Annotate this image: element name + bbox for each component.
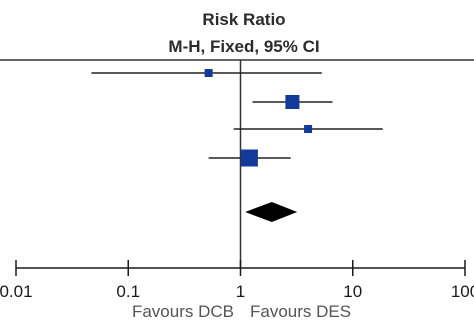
x-tick-label: 0.01 <box>0 282 33 301</box>
x-axis-ticks: 0.01 0.1 1 10 100 <box>0 260 474 301</box>
x-tick-label: 10 <box>343 282 362 301</box>
study-point <box>240 149 258 167</box>
study-point <box>204 69 213 77</box>
chart-subtitle: M-H, Fixed, 95% CI <box>168 37 319 56</box>
favours-right-label: Favours DES <box>250 302 351 321</box>
pooled-diamond <box>245 202 298 222</box>
x-tick-label: 0.1 <box>116 282 140 301</box>
favours-left-label: Favours DCB <box>132 302 234 321</box>
study-point <box>285 95 300 109</box>
studies-group <box>91 69 383 167</box>
study-point <box>304 125 313 133</box>
x-tick-label: 100 <box>451 282 474 301</box>
pooled-group <box>245 202 298 222</box>
x-tick-label: 1 <box>236 282 245 301</box>
chart-title: Risk Ratio <box>202 10 285 29</box>
